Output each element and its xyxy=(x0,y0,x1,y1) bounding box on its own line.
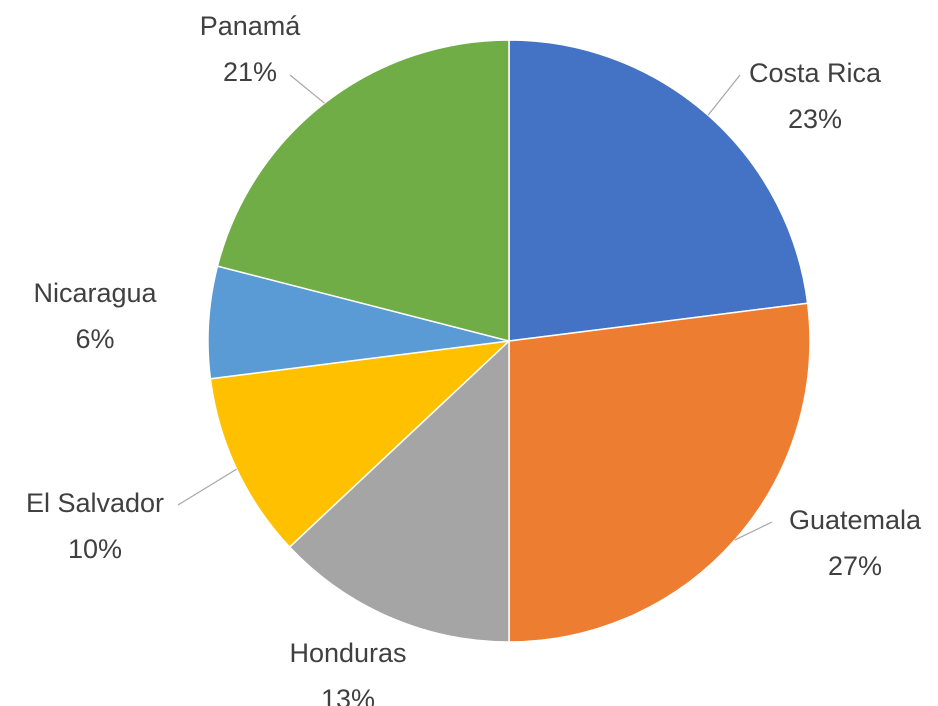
pie-slice xyxy=(508,302,811,643)
leader-line xyxy=(177,468,237,506)
slice-value-label: 23% xyxy=(788,104,842,134)
slice-value-label: 27% xyxy=(828,551,882,581)
slice-label: Panamá xyxy=(200,11,302,41)
slice-label: Guatemala xyxy=(789,505,922,535)
slice-value-label: 21% xyxy=(223,57,277,87)
leader-line xyxy=(289,74,325,104)
slice-label: El Salvador xyxy=(26,488,164,518)
slice-label: Honduras xyxy=(289,638,406,668)
pie-slice xyxy=(508,39,809,342)
slice-value-label: 13% xyxy=(321,684,375,706)
pie-slice xyxy=(288,339,510,643)
leader-line xyxy=(734,521,773,541)
slice-value-label: 10% xyxy=(68,534,122,564)
slice-label: Costa Rica xyxy=(749,58,882,88)
slice-value-label: 6% xyxy=(75,324,114,354)
slice-label: Nicaragua xyxy=(33,278,157,308)
leader-line xyxy=(707,74,741,116)
